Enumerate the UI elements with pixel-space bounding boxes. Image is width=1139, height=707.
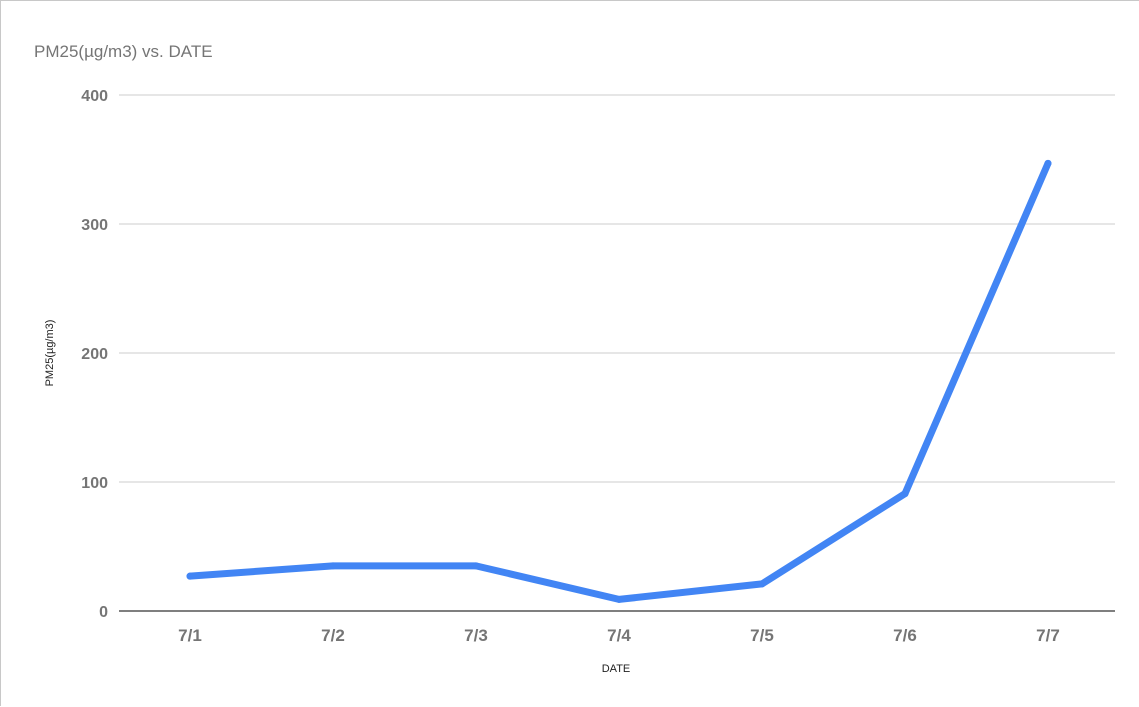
x-tick-label: 7/4 xyxy=(607,626,631,645)
y-tick-label: 100 xyxy=(81,475,108,492)
x-tick-label: 7/6 xyxy=(893,626,917,645)
x-tick-label: 7/1 xyxy=(178,626,202,645)
data-point xyxy=(1044,159,1052,167)
y-tick-label: 400 xyxy=(81,88,108,105)
x-tick-label: 7/2 xyxy=(321,626,345,645)
x-axis-label: DATE xyxy=(602,663,631,675)
y-tick-label: 200 xyxy=(81,346,108,363)
y-tick-label: 300 xyxy=(81,217,108,234)
x-axis-ticks: 7/1 7/2 7/3 7/4 7/5 7/6 7/7 xyxy=(178,626,1060,645)
data-point xyxy=(615,595,623,603)
data-point xyxy=(901,490,909,498)
data-point xyxy=(186,572,194,580)
x-tick-label: 7/7 xyxy=(1036,626,1060,645)
gridlines xyxy=(119,94,1115,612)
x-tick-label: 7/3 xyxy=(464,626,488,645)
data-point xyxy=(758,580,766,588)
series-layer xyxy=(186,159,1052,603)
series-line xyxy=(186,159,1052,603)
data-point xyxy=(472,562,480,570)
chart-title: PM25(µg/m3) vs. DATE xyxy=(34,42,213,61)
data-point xyxy=(329,562,337,570)
y-axis-label: PM25(µg/m3) xyxy=(44,320,56,387)
y-axis-ticks: 0 100 200 300 400 xyxy=(81,88,108,621)
x-tick-label: 7/5 xyxy=(750,626,774,645)
y-tick-label: 0 xyxy=(99,604,108,621)
